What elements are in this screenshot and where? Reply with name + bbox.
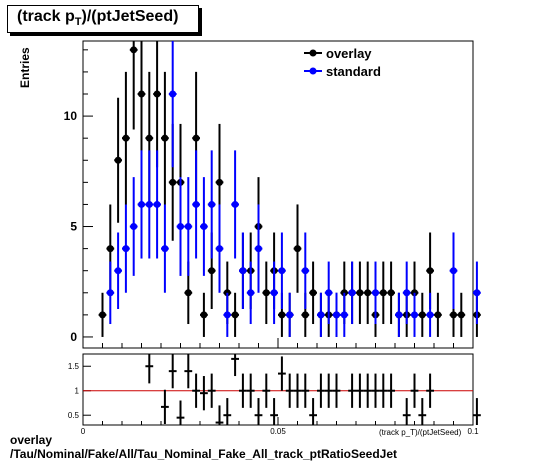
data-point: [122, 134, 130, 142]
data-point: [403, 289, 411, 297]
data-point: [434, 311, 442, 319]
data-point: [153, 90, 161, 98]
data-point: [106, 289, 114, 297]
series-standard: [106, 41, 481, 337]
legend-standard-label: standard: [326, 64, 381, 79]
data-point: [138, 200, 145, 208]
legend-marker-overlay: [309, 49, 317, 57]
data-point: [325, 289, 333, 297]
data-point: [348, 289, 356, 297]
data-point: [200, 311, 208, 319]
y-tick-label: 5: [70, 220, 77, 234]
data-point: [138, 90, 145, 98]
data-point: [317, 311, 325, 319]
data-point: [278, 267, 286, 275]
data-point: [426, 311, 434, 319]
data-point: [169, 178, 177, 186]
data-point: [247, 289, 255, 297]
data-point: [411, 311, 418, 319]
data-point: [395, 311, 403, 319]
data-point: [153, 200, 161, 208]
y-tick-label: 0: [70, 330, 77, 344]
data-point: [231, 200, 239, 208]
data-point: [239, 267, 247, 275]
data-point: [208, 267, 216, 275]
chart-title: (track pT)/(ptJetSeed): [17, 8, 179, 29]
data-point: [333, 311, 340, 319]
data-point: [99, 311, 106, 319]
x-tick-label: 0.05: [270, 427, 286, 436]
ratio-y-tick-label: 1: [75, 387, 80, 396]
data-point: [255, 245, 262, 253]
data-point: [114, 156, 122, 164]
data-point: [450, 267, 457, 275]
ratio-y-tick-label: 0.5: [68, 411, 80, 420]
data-point: [309, 289, 317, 297]
data-point: [161, 134, 169, 142]
data-point: [426, 267, 434, 275]
data-point: [192, 200, 200, 208]
data-point: [161, 245, 169, 253]
data-point: [169, 90, 177, 98]
data-point: [122, 245, 130, 253]
data-point: [231, 311, 239, 319]
data-point: [278, 311, 286, 319]
data-point: [216, 245, 223, 253]
data-point: [130, 46, 138, 54]
data-point: [223, 311, 231, 319]
data-point: [114, 267, 122, 275]
data-point: [145, 200, 153, 208]
data-point: [356, 289, 364, 297]
series-overlay: [98, 41, 481, 337]
data-point: [177, 223, 184, 231]
ratio-points: [145, 354, 481, 425]
data-point: [216, 178, 223, 186]
data-point: [200, 223, 208, 231]
footer-line-2: /Tau/Nominal/Fake/All/Tau_Nominal_Fake_A…: [10, 447, 398, 461]
legend-overlay-label: overlay: [326, 46, 372, 61]
legend-marker-standard: [309, 67, 317, 75]
x-axis-label: (track p_T)/(ptJetSeed): [379, 428, 462, 437]
data-point: [192, 134, 200, 142]
data-point: [301, 267, 309, 275]
data-point: [270, 289, 278, 297]
data-point: [286, 311, 294, 319]
footer-line-1: overlay: [10, 433, 53, 447]
data-point: [450, 311, 457, 319]
y-axis-label: Entries: [18, 47, 32, 88]
y-tick-label: 10: [64, 109, 78, 123]
data-point: [262, 289, 270, 297]
data-point: [294, 245, 301, 253]
data-point: [379, 289, 387, 297]
data-point: [372, 289, 379, 297]
data-point: [145, 134, 153, 142]
data-point: [340, 311, 348, 319]
data-point: [418, 311, 426, 319]
data-point: [208, 200, 216, 208]
data-point: [184, 289, 192, 297]
data-point: [364, 289, 372, 297]
data-point: [106, 245, 114, 253]
data-point: [387, 289, 395, 297]
chart-title-box: (track pT)/(ptJetSeed): [7, 5, 199, 33]
data-point: [301, 311, 309, 319]
data-point: [457, 311, 465, 319]
data-point: [130, 223, 138, 231]
data-point: [184, 223, 192, 231]
x-tick-label: 0.1: [467, 427, 479, 436]
ratio-y-tick-label: 1.5: [68, 362, 80, 371]
x-tick-label: 0: [81, 427, 86, 436]
data-point: [473, 289, 481, 297]
